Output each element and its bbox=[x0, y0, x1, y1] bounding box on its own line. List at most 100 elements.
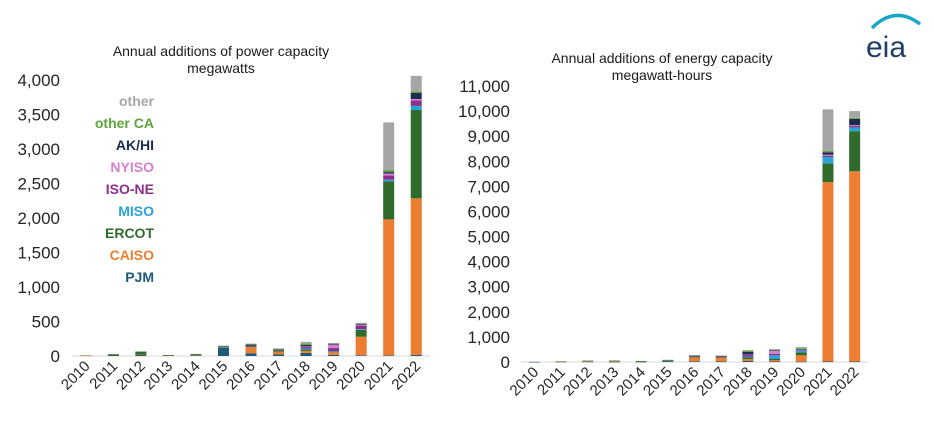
bar-segment bbox=[795, 350, 807, 351]
bar-segment bbox=[245, 345, 257, 347]
bar-segment bbox=[190, 355, 202, 356]
bar-segment bbox=[355, 323, 367, 325]
bar-segment bbox=[328, 343, 340, 345]
bar-segment bbox=[190, 353, 202, 355]
bar-segment bbox=[769, 349, 781, 351]
bar-segment bbox=[383, 179, 395, 182]
bar-segment bbox=[328, 348, 340, 352]
bar-area bbox=[521, 109, 868, 363]
x-tick-label: 2018 bbox=[720, 364, 756, 400]
legend-item: NYISO bbox=[110, 159, 154, 175]
bar-segment bbox=[635, 360, 647, 362]
bar-segment bbox=[107, 354, 119, 356]
bar-segment bbox=[769, 358, 781, 360]
bar-segment bbox=[742, 354, 754, 357]
y-tick-label: 11,000 bbox=[459, 77, 510, 96]
bar-segment bbox=[355, 355, 367, 356]
bar-segment bbox=[328, 351, 340, 353]
y-tick-label: 6,000 bbox=[467, 202, 510, 221]
bar-segment bbox=[822, 157, 834, 164]
bar-segment bbox=[107, 354, 119, 356]
bar-segment bbox=[795, 352, 807, 356]
bar-segment bbox=[715, 357, 727, 362]
bar-segment bbox=[135, 354, 147, 356]
y-tick-label: 10,000 bbox=[458, 102, 510, 121]
bar-segment bbox=[355, 324, 367, 326]
y-tick-label: 2,500 bbox=[17, 175, 60, 194]
x-tick-label: 2021 bbox=[800, 364, 836, 400]
bar-segment bbox=[162, 355, 174, 356]
bar-segment bbox=[273, 350, 285, 352]
bar-segment bbox=[245, 344, 257, 346]
bar-segment bbox=[217, 346, 229, 347]
bar-segment bbox=[328, 344, 340, 349]
bar-segment bbox=[328, 354, 340, 356]
x-tick-label: 2021 bbox=[361, 358, 397, 394]
bar-segment bbox=[217, 346, 229, 348]
y-axis: 0 500 1,000 1,500 2,000 2,500 3,000 3,500 4,000 bbox=[17, 71, 60, 366]
bar-segment bbox=[608, 360, 620, 362]
x-axis: 2010201120122013201420152016201720182019… bbox=[507, 364, 863, 400]
bar-segment bbox=[662, 359, 674, 361]
bar-segment bbox=[273, 349, 285, 350]
x-tick-label: 2016 bbox=[223, 358, 259, 394]
bar-segment bbox=[410, 110, 422, 199]
bar-segment bbox=[769, 353, 781, 356]
bar-segment bbox=[383, 355, 395, 356]
y-tick-label: 1,500 bbox=[17, 244, 60, 263]
bar-segment bbox=[245, 347, 257, 354]
bar-segment bbox=[355, 325, 367, 330]
x-tick-label: 2017 bbox=[251, 358, 287, 394]
bar-segment bbox=[822, 182, 834, 362]
bar-segment bbox=[689, 357, 700, 362]
bar-segment bbox=[245, 343, 257, 345]
bar-segment bbox=[190, 354, 202, 355]
y-tick-label: 9,000 bbox=[467, 127, 510, 146]
bar-segment bbox=[795, 350, 807, 353]
bar-segment bbox=[383, 219, 395, 356]
bar-segment bbox=[742, 351, 754, 355]
y-tick-label: 1,000 bbox=[17, 278, 60, 297]
bar-segment bbox=[300, 350, 312, 353]
bar-segment bbox=[217, 345, 229, 347]
bar-segment bbox=[217, 347, 229, 356]
bar-segment bbox=[410, 98, 422, 101]
bar-segment bbox=[608, 361, 620, 363]
logo-arc-icon bbox=[870, 13, 922, 30]
bar-segment bbox=[822, 361, 834, 363]
x-tick-label: 2018 bbox=[278, 358, 314, 394]
bar-segment bbox=[355, 322, 367, 324]
bar-segment bbox=[582, 361, 594, 362]
bar-segment bbox=[355, 329, 367, 330]
legend-item: other bbox=[119, 93, 155, 109]
bar-segment bbox=[662, 360, 674, 362]
bar-segment bbox=[273, 349, 285, 351]
bar-segment bbox=[715, 355, 727, 357]
bar-area bbox=[72, 75, 430, 357]
y-tick-label: 0 bbox=[51, 347, 60, 366]
bar-segment bbox=[410, 92, 422, 99]
bar-segment bbox=[300, 348, 312, 350]
bar-segment bbox=[822, 152, 834, 155]
y-tick-label: 3,000 bbox=[17, 140, 60, 159]
bar-segment bbox=[822, 163, 834, 183]
bar-segment bbox=[769, 361, 781, 363]
bar-segment bbox=[582, 360, 594, 362]
legend-item: CAISO bbox=[110, 247, 154, 263]
x-tick-label: 2014 bbox=[613, 364, 649, 400]
bar-segment bbox=[383, 122, 395, 171]
bar-segment bbox=[383, 173, 395, 176]
bar-segment bbox=[849, 131, 861, 172]
x-tick-label: 2015 bbox=[640, 364, 676, 400]
x-tick-label: 2017 bbox=[693, 364, 729, 400]
bar-segment bbox=[300, 344, 312, 347]
y-tick-label: 4,000 bbox=[17, 71, 60, 90]
bar-segment bbox=[769, 350, 781, 354]
y-tick-label: 5,000 bbox=[467, 228, 510, 247]
bar-segment bbox=[689, 355, 700, 357]
bar-segment bbox=[769, 348, 781, 350]
x-tick-label: 2015 bbox=[196, 358, 232, 394]
bar-segment bbox=[135, 351, 147, 354]
bar-segment bbox=[715, 361, 727, 363]
y-tick-label: 3,500 bbox=[17, 106, 60, 125]
